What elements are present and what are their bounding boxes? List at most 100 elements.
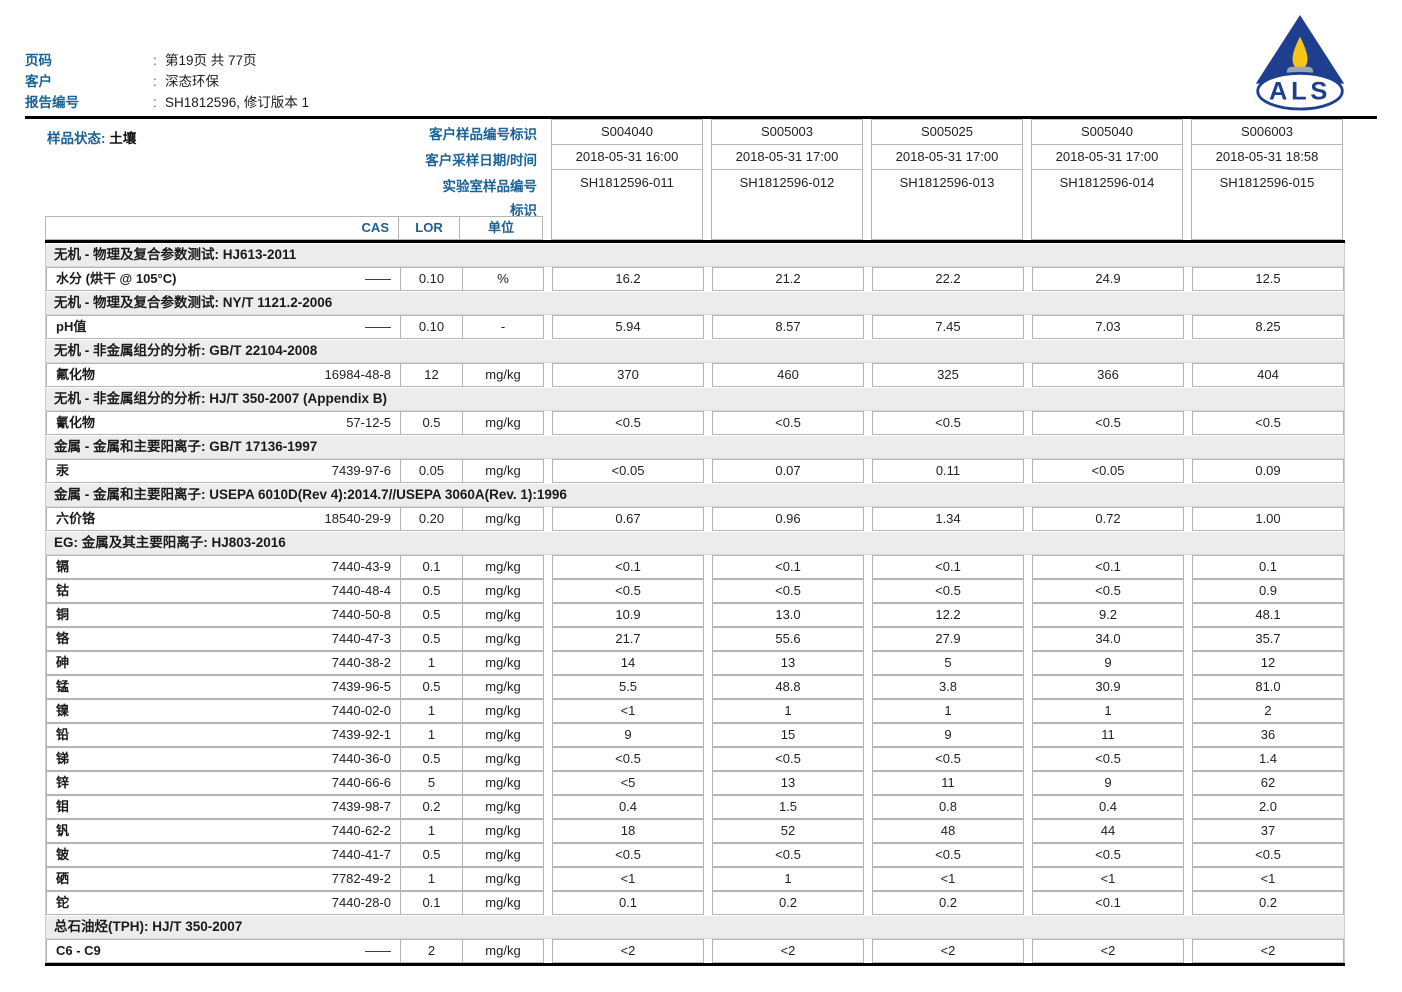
cas-number: 7439-96-5 [331, 679, 391, 694]
column-gap [704, 507, 712, 531]
unit-value: mg/kg [463, 771, 544, 795]
analyte-row: 锌 7440-66-6 5 mg/kg <5 13 11 9 62 [46, 771, 1344, 795]
column-gap [864, 267, 872, 291]
lor-value: 1 [401, 867, 463, 891]
result-value: 13 [712, 771, 864, 795]
column-gap [544, 363, 552, 387]
column-gap [544, 555, 552, 579]
column-gap [1024, 507, 1032, 531]
analyte-name: 钼 [56, 799, 70, 814]
unit-value: mg/kg [463, 723, 544, 747]
unit-column-header: 单位 [487, 220, 514, 235]
result-value: <0.1 [872, 555, 1024, 579]
result-value: 0.9 [1192, 579, 1344, 603]
result-value: 7.45 [872, 315, 1024, 339]
column-gap [704, 939, 712, 963]
result-value: <0.5 [712, 843, 864, 867]
unit-value: mg/kg [463, 795, 544, 819]
column-gap [544, 939, 552, 963]
column-gap [1184, 675, 1192, 699]
column-gap [1024, 603, 1032, 627]
cas-number: 7440-02-0 [331, 703, 391, 718]
column-gap [704, 843, 712, 867]
als-logo: ALS [1253, 12, 1347, 112]
analyte-name: 镉 [56, 559, 70, 574]
column-gap [704, 411, 712, 435]
column-gap [544, 771, 552, 795]
analyte-row: 镍 7440-02-0 1 mg/kg <1 1 1 1 2 [46, 699, 1344, 723]
header-row-report-no: 报告编号 : SH1812596, 修订版本 1 [25, 92, 309, 113]
result-value: 30.9 [1032, 675, 1184, 699]
column-gap [704, 723, 712, 747]
colon: : [153, 95, 157, 110]
unit-value: mg/kg [463, 603, 544, 627]
column-gap [1184, 267, 1192, 291]
unit-value: mg/kg [463, 459, 544, 483]
lor-value: 1 [401, 651, 463, 675]
column-gap [544, 699, 552, 723]
analyte-cell: 铍 7440-41-7 [46, 843, 401, 867]
client-value: 深态环保 [165, 74, 219, 89]
result-value: 48.1 [1192, 603, 1344, 627]
sample-column: S005003 2018-05-31 17:00 SH1812596-012 [711, 119, 863, 240]
method-section-header: 金属 - 金属和主要阳离子: USEPA 6010D(Rev 4):2014.7… [46, 483, 1344, 507]
sample-column: S006003 2018-05-31 18:58 SH1812596-015 [1191, 119, 1343, 240]
cas-number: 7440-47-3 [331, 631, 391, 646]
analyte-cell: 锌 7440-66-6 [46, 771, 401, 795]
result-value: 13.0 [712, 603, 864, 627]
result-value: <0.5 [872, 411, 1024, 435]
column-gap [1024, 675, 1032, 699]
result-value: <5 [552, 771, 704, 795]
unit-value: mg/kg [463, 699, 544, 723]
result-value: <0.5 [712, 747, 864, 771]
column-gap [704, 555, 712, 579]
analyte-row: 水分 (烘干 @ 105°C) —— 0.10% 16.2 21.2 22.2 24.9 12… [46, 267, 1344, 291]
result-value: 0.96 [712, 507, 864, 531]
method-section-header: 无机 - 物理及复合参数测试: NY/T 1121.2-2006 [46, 291, 1344, 315]
result-value: 12.5 [1192, 267, 1344, 291]
sample-columns: S004040 2018-05-31 16:00 SH1812596-011 S005… [543, 119, 1345, 240]
unit-value: % [463, 267, 544, 291]
result-value: <0.1 [552, 555, 704, 579]
result-value: 9 [872, 723, 1024, 747]
method-section-header: 无机 - 物理及复合参数测试: HJ613-2011 [46, 243, 1344, 267]
column-gap [544, 843, 552, 867]
result-value: <1 [552, 867, 704, 891]
column-gap [1184, 867, 1192, 891]
analyte-cell: 锑 7440-36-0 [46, 747, 401, 771]
unit-value: mg/kg [463, 843, 544, 867]
result-value: 9 [552, 723, 704, 747]
column-gap [1184, 411, 1192, 435]
column-gap [704, 699, 712, 723]
result-value: 24.9 [1032, 267, 1184, 291]
result-value: 81.0 [1192, 675, 1344, 699]
sample-column: S005040 2018-05-31 17:00 SH1812596-014 [1031, 119, 1183, 240]
column-gap [1024, 891, 1032, 915]
analyte-cell: 铬 7440-47-3 [46, 627, 401, 651]
result-value: 5.5 [552, 675, 704, 699]
analyte-cell: 汞 7439-97-6 [46, 459, 401, 483]
lor-value: 5 [401, 771, 463, 795]
cas-column-header: CAS [46, 217, 399, 239]
colon: : [153, 53, 157, 68]
lab-sample-id-label: 实验室样品编号 [442, 179, 538, 194]
analyte-name: 铜 [56, 607, 70, 622]
result-value: 0.1 [552, 891, 704, 915]
unit-value: mg/kg [463, 363, 544, 387]
result-value: 36 [1192, 723, 1344, 747]
result-value: 14 [552, 651, 704, 675]
column-gap [1024, 627, 1032, 651]
result-value: 55.6 [712, 627, 864, 651]
result-value: 62 [1192, 771, 1344, 795]
analyte-name: 铊 [56, 895, 70, 910]
report-number-label: 报告编号 [25, 95, 79, 110]
unit-value: mg/kg [463, 891, 544, 915]
result-value: 1.34 [872, 507, 1024, 531]
column-gap [1184, 459, 1192, 483]
unit-value: mg/kg [463, 627, 544, 651]
column-gap [1024, 555, 1032, 579]
result-value: 370 [552, 363, 704, 387]
column-gap [864, 867, 872, 891]
result-value: 1.4 [1192, 747, 1344, 771]
analyte-name: 六价铬 [56, 511, 96, 526]
